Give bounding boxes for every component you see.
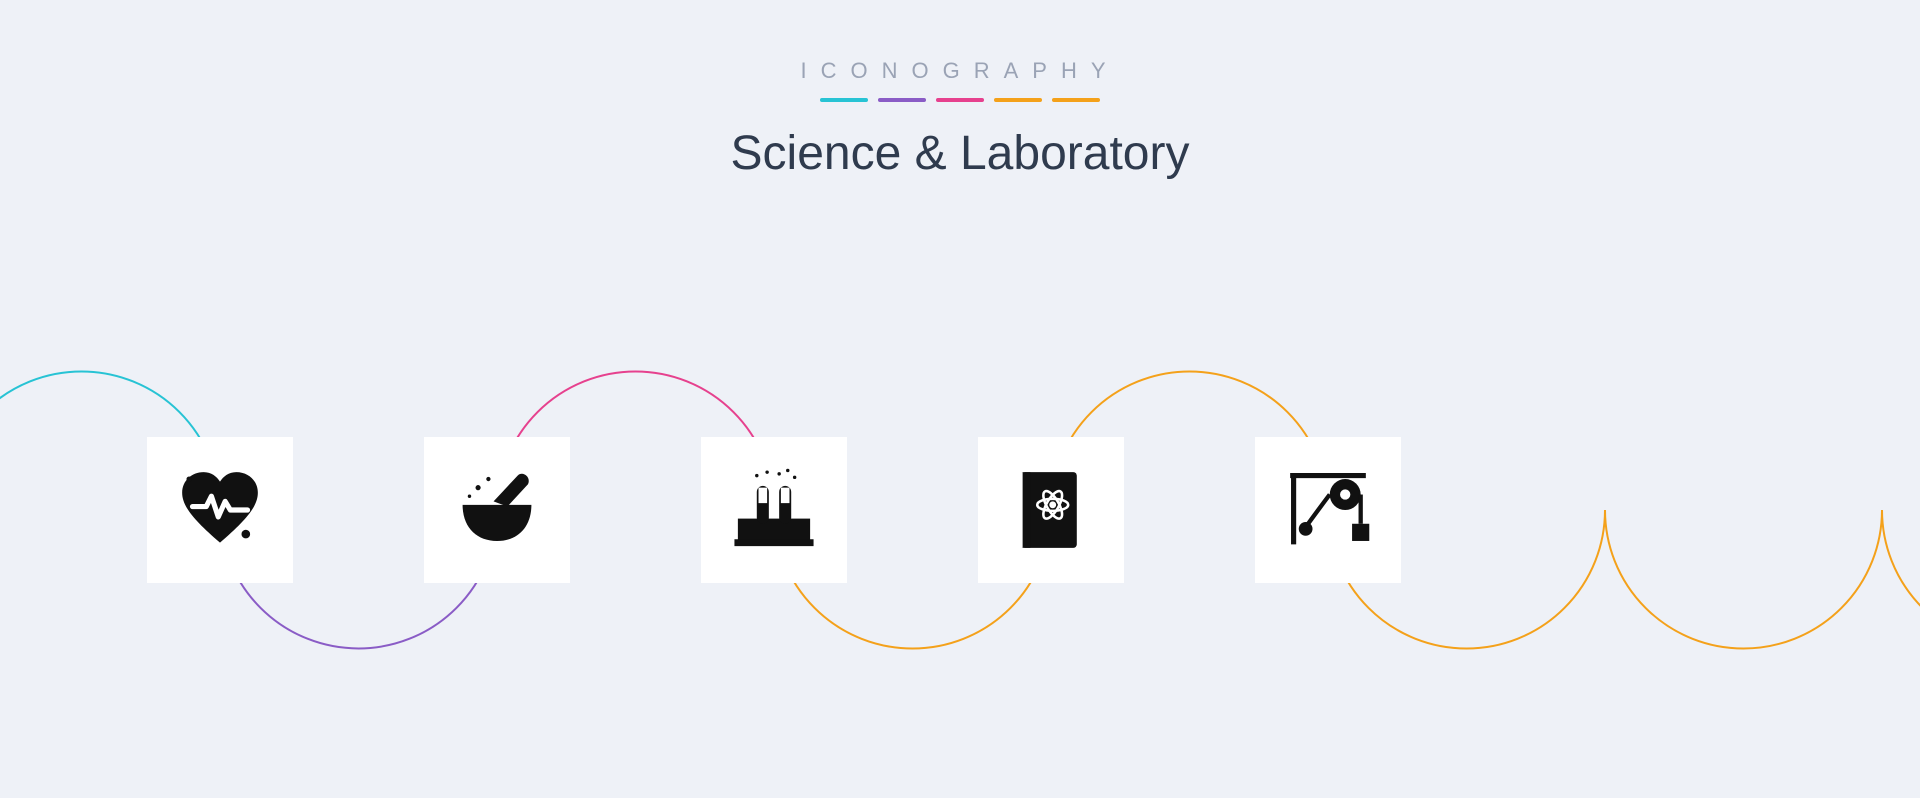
- icon-card: [1255, 437, 1401, 583]
- pulley-physics-icon: [1285, 467, 1371, 553]
- icon-stage: [0, 300, 1920, 720]
- brand-text: ICONOGRAPHY: [0, 58, 1920, 84]
- icon-card: [978, 437, 1124, 583]
- science-book-icon: [1008, 467, 1094, 553]
- icon-card: [701, 437, 847, 583]
- header: ICONOGRAPHY Science & Laboratory: [0, 0, 1920, 181]
- underline-seg: [820, 98, 868, 102]
- heart-pulse-icon: [177, 467, 263, 553]
- icon-card: [424, 437, 570, 583]
- underline-seg: [936, 98, 984, 102]
- underline-seg: [878, 98, 926, 102]
- page-title: Science & Laboratory: [0, 126, 1920, 181]
- underline-seg: [994, 98, 1042, 102]
- icon-card: [147, 437, 293, 583]
- test-tubes-icon: [731, 467, 817, 553]
- underline-seg: [1052, 98, 1100, 102]
- mortar-pestle-icon: [454, 467, 540, 553]
- brand-underline: [0, 98, 1920, 102]
